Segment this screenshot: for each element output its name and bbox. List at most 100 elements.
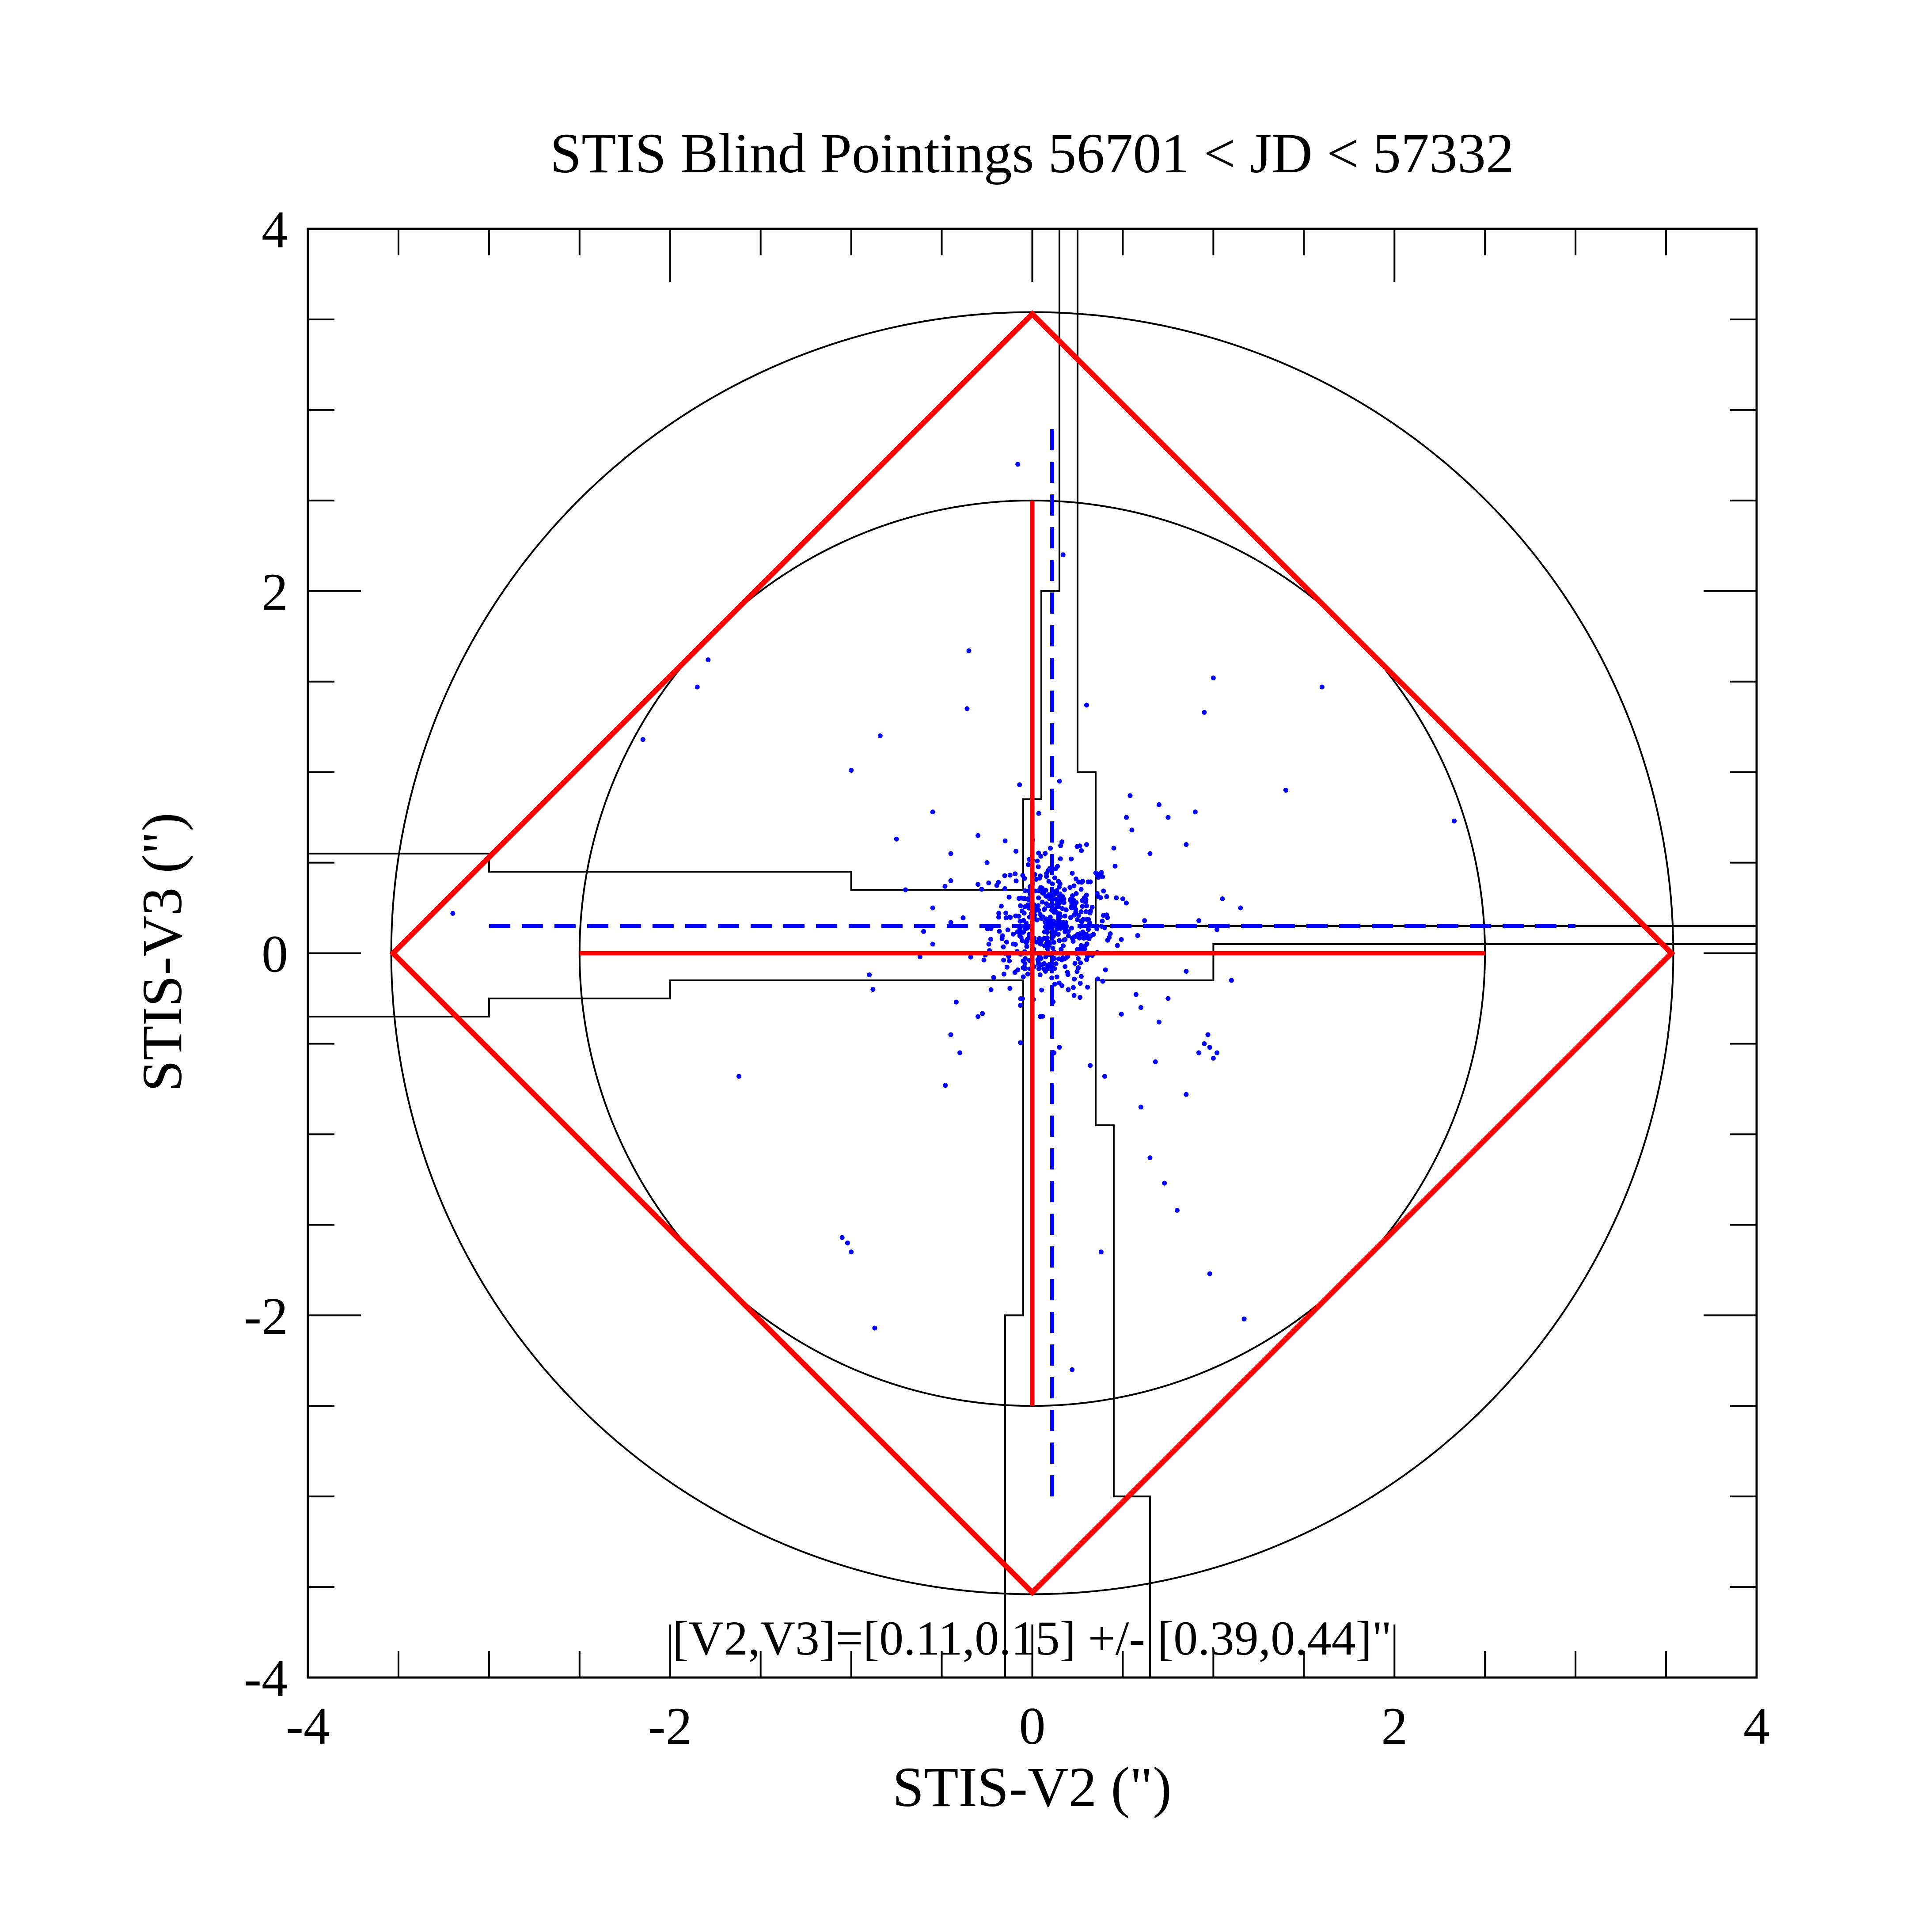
data-point [981,957,987,963]
data-point [1036,811,1041,816]
data-point [1101,913,1106,918]
outline-upper-left [308,229,1060,891]
data-point [996,911,1002,916]
data-point [1063,907,1069,912]
data-point [1038,1014,1043,1019]
data-point [1184,968,1189,974]
data-point [1147,851,1153,856]
data-point [1238,905,1243,911]
data-point [1076,913,1082,919]
data-point [1114,895,1119,900]
data-point [1013,878,1019,884]
data-point [1019,896,1024,901]
chart-title: STIS Blind Pointings 56701 < JD < 57332 [550,122,1514,185]
x-tick-label: 0 [1019,1697,1046,1755]
data-point [1021,930,1026,935]
data-point [1120,896,1125,902]
data-point [1002,838,1008,843]
data-point [1073,910,1078,915]
data-point [1174,1208,1180,1213]
data-point [1241,1316,1247,1321]
data-point [1034,917,1040,922]
data-point [988,987,994,992]
data-point [1023,966,1028,971]
data-point [1055,914,1061,919]
data-point [1052,981,1057,987]
data-point [1072,976,1077,982]
data-point [1007,958,1012,964]
x-tick-label: -4 [286,1697,330,1755]
data-point [1046,903,1051,908]
data-point [1069,926,1074,931]
data-point [1319,684,1325,690]
data-point [979,887,984,892]
data-point [1000,933,1005,938]
data-point [1184,1092,1189,1097]
data-point [839,1235,845,1240]
data-point [1202,710,1207,715]
data-point [996,915,1002,920]
data-point [1001,944,1006,949]
x-axis-label: STIS-V2 (") [892,1756,1172,1818]
data-point [1142,918,1147,923]
data-point [1058,856,1063,862]
data-point [1184,842,1189,847]
data-point [968,954,973,960]
data-point [1025,972,1030,977]
data-point [1018,903,1023,908]
data-point [1196,918,1202,923]
data-point [1091,932,1096,937]
data-point [450,911,455,916]
data-point [1036,966,1041,972]
data-point [1051,939,1056,945]
data-point [1057,1045,1062,1050]
data-point [1036,962,1041,968]
data-point [1101,888,1106,894]
data-point [1452,818,1457,824]
data-point [980,1011,985,1016]
data-point [1063,937,1068,942]
y-tick-label: 2 [262,562,288,621]
x-tick-label: -2 [648,1697,692,1755]
data-point [1052,966,1057,972]
data-point [1008,915,1013,920]
data-point [1084,917,1089,922]
data-point [1063,964,1068,969]
data-point [1205,1032,1211,1037]
data-point [1056,900,1062,906]
data-point [917,954,922,960]
data-point [1025,939,1030,944]
data-point [1093,870,1098,876]
data-point [1068,898,1073,903]
data-point [1059,957,1064,963]
data-point [1165,815,1171,820]
data-point [975,1014,981,1019]
data-point [1124,815,1129,820]
data-point [1283,788,1288,793]
data-point [1074,891,1079,896]
data-point [1074,876,1079,881]
data-point [1086,879,1091,884]
data-point [1051,999,1056,1005]
data-point [849,768,854,773]
data-point [1215,927,1220,932]
data-point [1067,885,1073,890]
data-point [1025,862,1031,867]
data-point [695,684,700,690]
y-tick-label: -2 [244,1287,288,1345]
data-point [1015,462,1021,467]
data-point [1064,924,1069,929]
data-point [1060,552,1066,558]
data-point [1044,874,1049,879]
data-point [1021,974,1026,979]
data-point [1015,967,1021,972]
data-point [1050,957,1055,962]
y-tick-label: -4 [244,1649,288,1708]
data-point [1088,908,1093,914]
data-point [1051,919,1056,924]
data-point [948,851,953,856]
data-point [1075,932,1080,937]
data-point [1068,904,1074,910]
data-point [1070,870,1075,876]
data-point [1156,1019,1161,1025]
